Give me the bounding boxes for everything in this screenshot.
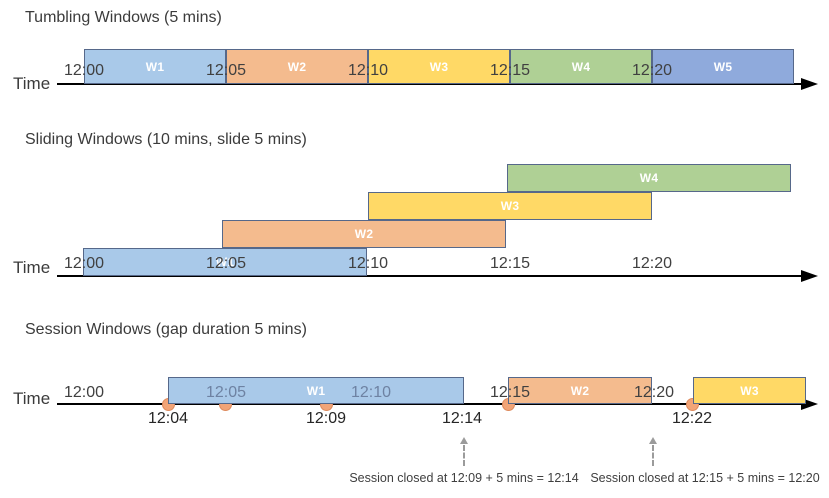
tick-label: 12:10 [347,62,389,79]
window-w5: W5 [652,49,794,84]
window-label: W2 [287,59,307,74]
window-w3: W3 [693,377,806,404]
event-time-label: 12:14 [441,410,483,427]
window-label: W3 [740,383,759,398]
tick-label: 12:00 [63,255,105,272]
tick-label: 12:10 [350,384,392,401]
session-annotation: Session closed at 12:09 + 5 mins = 12:14 [349,471,579,485]
window-label: W3 [429,59,449,74]
window-label: W3 [500,199,520,213]
window-w2: W2 [508,377,652,404]
tick-label: 12:20 [631,255,673,272]
window-w1: W1 [84,49,226,84]
window-w2: W2 [226,49,368,84]
section-title-session: Session Windows (gap duration 5 mins) [25,321,307,338]
window-w3: W3 [368,192,652,220]
time-axis [57,403,802,405]
window-label: W4 [571,59,591,74]
time-axis [57,275,802,277]
dashed-arrow-icon [460,437,468,466]
time-axis-label: Time [13,74,51,93]
tick-label: 12:15 [489,255,531,272]
tick-label: 12:05 [205,384,247,401]
window-label: W1 [215,255,235,269]
session-annotation: Session closed at 12:15 + 5 mins = 12:20 [590,471,820,485]
section-title-tumbling: Tumbling Windows (5 mins) [25,9,222,26]
window-label: W2 [570,383,590,398]
window-label: W1 [306,383,326,398]
tick-label: 12:00 [63,62,105,79]
tick-label: 12:10 [347,255,389,272]
window-w2: W2 [222,220,506,248]
event-time-label: 12:22 [671,410,713,427]
event-time-label: 12:09 [305,410,347,427]
tick-label: 12:20 [631,62,673,79]
tick-label: 12:05 [205,255,247,272]
tick-label: 12:00 [63,384,105,401]
window-label: W1 [145,59,165,74]
time-axis-label: Time [13,258,51,277]
tick-label: 12:15 [489,62,531,79]
axis-arrowhead-icon [801,78,818,90]
window-label: W5 [713,59,733,74]
tick-label: 12:20 [633,384,675,401]
tick-label: 12:05 [205,62,247,79]
time-axis-label: Time [13,389,51,408]
window-w4: W4 [510,49,652,84]
window-w3: W3 [368,49,510,84]
window-label: W4 [639,171,659,185]
time-axis [57,83,802,85]
dashed-arrow-icon [649,437,657,466]
window-w1: W1 [168,377,464,404]
window-w4: W4 [507,164,791,192]
axis-arrowhead-icon [801,270,818,282]
section-title-sliding: Sliding Windows (10 mins, slide 5 mins) [25,131,307,148]
window-label: W2 [354,227,374,241]
tick-label: 12:15 [489,384,531,401]
event-time-label: 12:04 [147,410,189,427]
window-w1: W1 [83,248,367,276]
